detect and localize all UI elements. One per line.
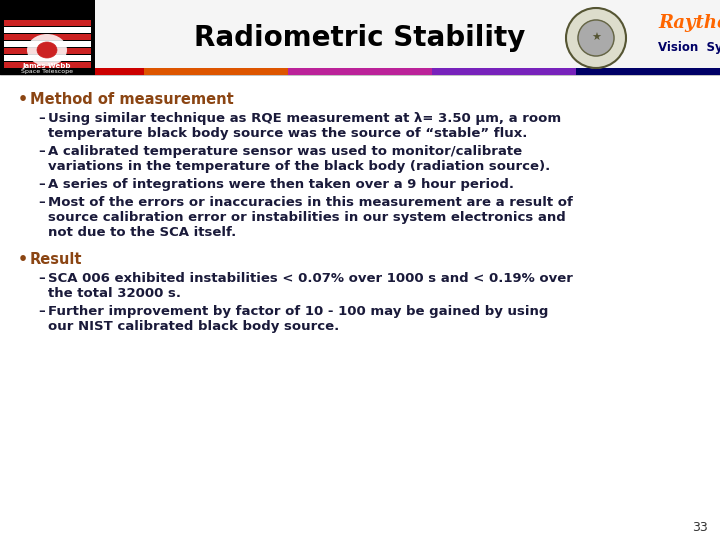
Bar	[144, 68, 288, 75]
Text: Space Telescope: Space Telescope	[21, 69, 73, 74]
Ellipse shape	[27, 34, 67, 66]
Text: –: –	[38, 112, 45, 125]
Text: temperature black body source was the source of “stable” flux.: temperature black body source was the so…	[48, 127, 527, 140]
Bar	[4, 19, 91, 26]
Text: SCA 006 exhibited instabilities < 0.07% over 1000 s and < 0.19% over: SCA 006 exhibited instabilities < 0.07% …	[48, 272, 573, 285]
Text: Further improvement by factor of 10 - 100 may be gained by using: Further improvement by factor of 10 - 10…	[48, 305, 549, 318]
Text: Most of the errors or inaccuracies in this measurement are a result of: Most of the errors or inaccuracies in th…	[48, 196, 573, 209]
Bar	[4, 48, 91, 54]
Text: Result: Result	[30, 252, 83, 267]
Bar	[4, 62, 91, 68]
FancyBboxPatch shape	[0, 0, 720, 75]
Text: James Webb: James Webb	[23, 63, 71, 69]
Text: •: •	[18, 252, 28, 267]
Ellipse shape	[37, 42, 57, 58]
Text: Radiometric Stability: Radiometric Stability	[194, 24, 526, 52]
Text: not due to the SCA itself.: not due to the SCA itself.	[48, 226, 236, 239]
Text: Using similar technique as RQE measurement at λ= 3.50 μm, a room: Using similar technique as RQE measureme…	[48, 112, 561, 125]
Text: •: •	[18, 92, 28, 107]
Text: Vision  Systems: Vision Systems	[658, 42, 720, 55]
Circle shape	[566, 8, 626, 68]
Bar	[0, 68, 144, 75]
Bar	[4, 55, 91, 61]
Text: –: –	[38, 272, 45, 285]
Bar	[4, 26, 91, 33]
Text: the total 32000 s.: the total 32000 s.	[48, 287, 181, 300]
Text: ★: ★	[591, 33, 601, 43]
Text: –: –	[38, 305, 45, 318]
Bar	[4, 40, 91, 47]
Text: Method of measurement: Method of measurement	[30, 92, 234, 107]
Text: A series of integrations were then taken over a 9 hour period.: A series of integrations were then taken…	[48, 178, 514, 191]
Bar	[288, 68, 432, 75]
Bar	[4, 33, 91, 40]
Text: 33: 33	[692, 521, 708, 534]
Text: –: –	[38, 145, 45, 158]
Text: Raytheon: Raytheon	[658, 14, 720, 32]
Bar	[0, 0, 95, 75]
Text: our NIST calibrated black body source.: our NIST calibrated black body source.	[48, 320, 339, 333]
Circle shape	[578, 20, 614, 56]
Text: –: –	[38, 196, 45, 209]
Text: source calibration error or instabilities in our system electronics and: source calibration error or instabilitie…	[48, 211, 566, 224]
Bar	[432, 68, 576, 75]
Bar	[576, 68, 720, 75]
Text: –: –	[38, 178, 45, 191]
Text: variations in the temperature of the black body (radiation source).: variations in the temperature of the bla…	[48, 160, 550, 173]
Text: A calibrated temperature sensor was used to monitor/calibrate: A calibrated temperature sensor was used…	[48, 145, 522, 158]
